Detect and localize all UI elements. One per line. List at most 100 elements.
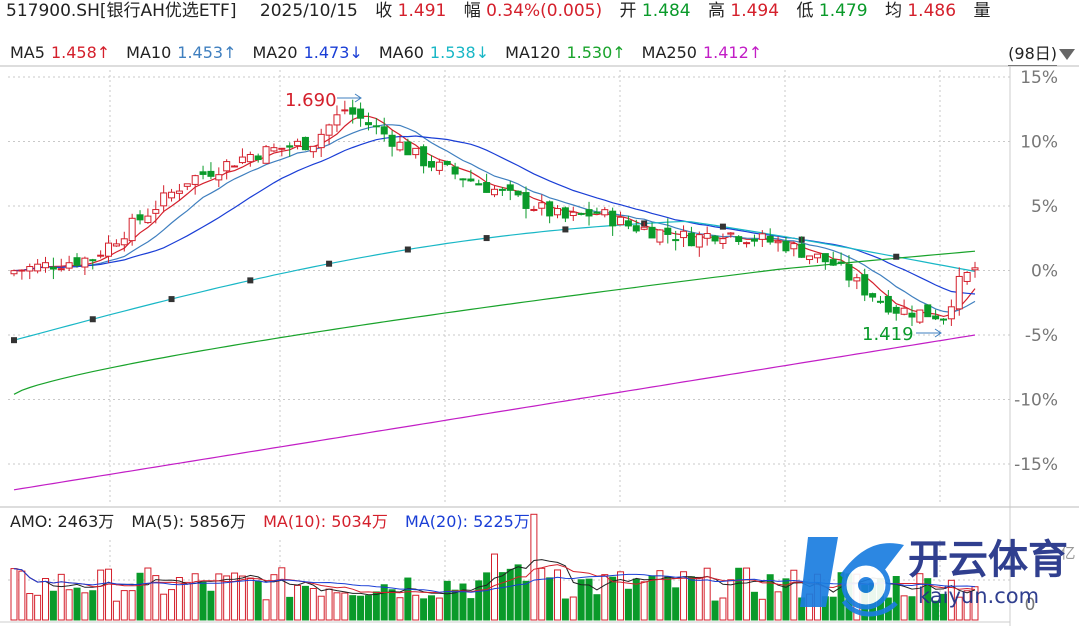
ma-label-ma250: MA250 bbox=[641, 43, 697, 62]
candle-body bbox=[34, 263, 42, 272]
volume-bar bbox=[546, 577, 554, 621]
volume-bar bbox=[286, 596, 294, 621]
volume-bar bbox=[459, 583, 467, 621]
volume-bar bbox=[207, 590, 215, 621]
candle-body bbox=[152, 209, 160, 214]
volume-bar bbox=[333, 592, 341, 621]
ma60-marker bbox=[719, 223, 726, 230]
ma60-marker bbox=[562, 226, 569, 233]
volume-bar bbox=[514, 564, 522, 621]
candle-body bbox=[475, 183, 483, 186]
amo-ma10-label: MA(10): bbox=[263, 512, 327, 531]
ma60-marker bbox=[168, 296, 175, 303]
volume-bar bbox=[396, 597, 404, 621]
volume-bar bbox=[743, 567, 751, 621]
candle-body bbox=[498, 188, 506, 191]
volume-bar bbox=[175, 576, 183, 621]
volume-bar bbox=[380, 584, 388, 621]
volume-bar bbox=[183, 581, 191, 621]
candle-body bbox=[955, 275, 963, 310]
volume-bar bbox=[498, 572, 506, 621]
volume-bar bbox=[49, 590, 57, 621]
candle-body bbox=[420, 146, 428, 167]
volume-bar bbox=[664, 576, 672, 621]
volume-bar bbox=[648, 575, 656, 621]
volume-bar bbox=[357, 595, 365, 621]
volume-bar bbox=[750, 591, 758, 621]
volume-bar bbox=[727, 579, 735, 621]
candle-body bbox=[246, 153, 254, 163]
volume-bar bbox=[435, 597, 443, 621]
volume-bar bbox=[341, 592, 349, 621]
candle-body bbox=[254, 155, 262, 161]
ma-legend: MA5 1.458↑ MA10 1.453↑ MA20 1.473↓ MA60 1.538↓ M… bbox=[0, 42, 1079, 66]
candle-body bbox=[908, 312, 916, 318]
amo-ma20-value: 5225万 bbox=[473, 512, 530, 531]
open-label: 开 bbox=[619, 1, 637, 21]
volume-bar bbox=[640, 581, 648, 621]
close-label: 收 bbox=[375, 1, 393, 21]
volume-bar bbox=[254, 580, 262, 621]
brand-cn-text: 开云体育 bbox=[908, 537, 1068, 583]
amo-ma5-label: MA(5): bbox=[131, 512, 185, 531]
candle-body bbox=[372, 125, 380, 128]
volume-bar bbox=[632, 578, 640, 621]
high-label: 高 bbox=[707, 1, 725, 21]
amo-value: 2463万 bbox=[57, 512, 115, 531]
dropdown-triangle-icon[interactable] bbox=[1059, 49, 1075, 60]
ma20-line bbox=[13, 135, 976, 295]
candle-body bbox=[971, 267, 979, 271]
ma60-marker bbox=[483, 235, 490, 242]
candle-body bbox=[750, 238, 758, 242]
amo-ma5-value: 5856万 bbox=[189, 512, 247, 531]
candle-body bbox=[554, 208, 562, 216]
candle-body bbox=[876, 300, 884, 303]
volume-bar bbox=[774, 591, 782, 621]
volume-bar bbox=[577, 579, 585, 621]
candle-body bbox=[727, 232, 735, 235]
candle-body bbox=[42, 262, 50, 269]
y-tick-label: 5% bbox=[1031, 197, 1058, 217]
candle-body bbox=[506, 184, 514, 191]
candle-body bbox=[73, 257, 81, 266]
ma-label-ma20: MA20 bbox=[252, 43, 298, 62]
candle-body bbox=[963, 271, 971, 282]
volume-bar bbox=[404, 577, 412, 621]
candle-body bbox=[380, 126, 388, 135]
volume-bar bbox=[687, 576, 695, 621]
candle-body bbox=[900, 307, 908, 315]
ma-label-ma60: MA60 bbox=[378, 43, 424, 62]
volume-bar bbox=[120, 590, 128, 621]
candle-body bbox=[443, 160, 451, 165]
kaiyun-logo-icon bbox=[800, 537, 904, 617]
ma60-marker bbox=[798, 236, 805, 243]
ma120-line bbox=[13, 250, 976, 395]
candle-body bbox=[853, 277, 861, 282]
candle-body bbox=[364, 122, 372, 126]
volume-bar bbox=[420, 598, 428, 621]
candle-body bbox=[656, 229, 664, 243]
volume-bar bbox=[483, 572, 491, 621]
candle-body bbox=[191, 175, 199, 185]
volume-bar bbox=[388, 589, 396, 621]
volume-bar bbox=[238, 575, 246, 621]
candle-body bbox=[884, 295, 892, 313]
candle-body bbox=[207, 170, 215, 177]
volume-bar bbox=[349, 595, 357, 621]
volume-bar bbox=[672, 587, 680, 621]
candle-body bbox=[561, 207, 569, 219]
candle-body bbox=[892, 306, 900, 314]
candle-body bbox=[687, 232, 695, 247]
volume-bar bbox=[617, 571, 625, 621]
candle-body bbox=[10, 270, 18, 275]
candle-body bbox=[813, 253, 821, 259]
candle-body bbox=[695, 234, 703, 248]
candle-body bbox=[680, 230, 688, 239]
candle-body bbox=[947, 306, 955, 320]
ma60-marker bbox=[11, 337, 17, 344]
period-selector[interactable]: (98日) bbox=[1008, 43, 1057, 66]
candle-body bbox=[861, 274, 869, 296]
volume-bar bbox=[128, 590, 136, 621]
volume-bar bbox=[144, 567, 152, 621]
volume-bar bbox=[427, 595, 435, 621]
